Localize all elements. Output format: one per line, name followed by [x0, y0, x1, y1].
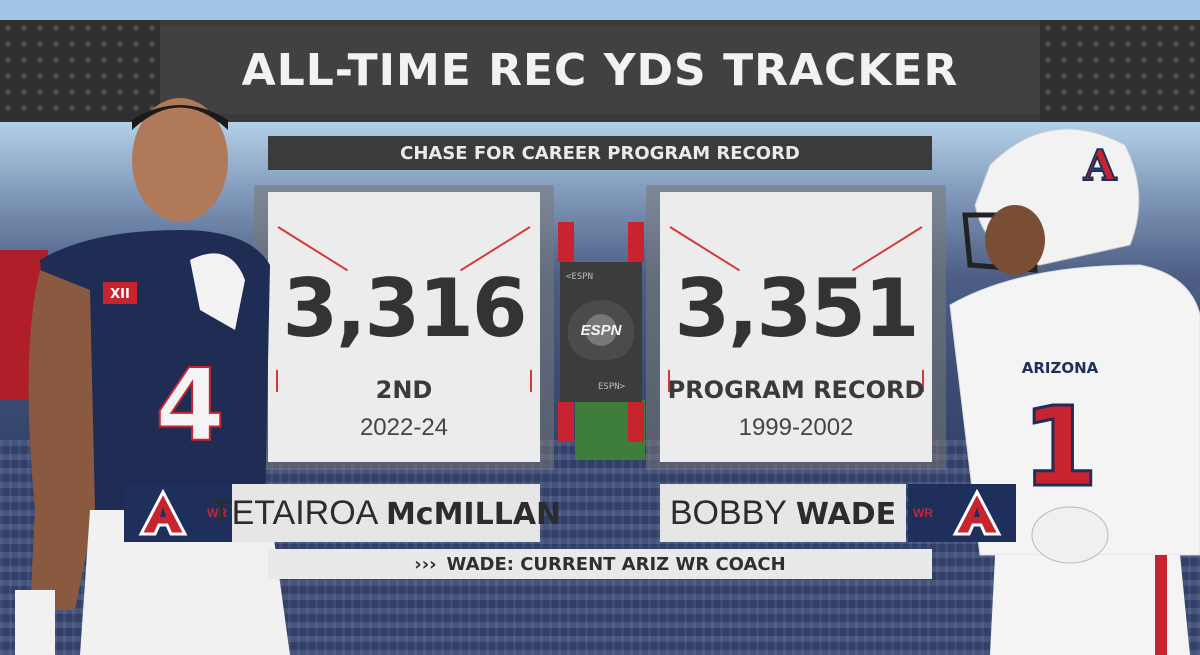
title-panel: ALL-TIME REC YDS TRACKER	[160, 26, 1040, 114]
player-face	[985, 205, 1045, 275]
player-glove	[190, 253, 245, 330]
left-years: 2022-24	[359, 414, 449, 441]
note-bar: ››› WADE: CURRENT ARIZ WR COACH	[268, 549, 932, 579]
decor-tick	[276, 370, 278, 392]
player-pants	[990, 555, 1190, 655]
right-position: WR	[913, 506, 933, 520]
arizona-a-icon	[138, 489, 188, 536]
left-stat-card: 3,316 2ND 2022-24	[268, 192, 540, 462]
player-glove	[1031, 506, 1109, 564]
right-nameplate: BOBBY WADE	[660, 484, 906, 542]
player-glove-lower	[15, 590, 55, 655]
right-rank: PROGRAM RECORD	[667, 376, 925, 404]
red-accent	[558, 402, 574, 442]
espn-small-bottom: ESPN>	[598, 382, 626, 392]
left-last-name: McMILLAN	[385, 496, 562, 532]
left-nameplate: TETAIROA McMILLAN	[211, 484, 561, 542]
player-hair	[132, 105, 228, 130]
left-player-name: TETAIROA McMILLAN	[211, 494, 561, 533]
arizona-logo-left	[124, 484, 202, 542]
decor-tick	[922, 370, 924, 392]
decor-tick	[530, 370, 532, 392]
player-pants	[80, 510, 290, 655]
left-player-photo: 4 XII	[0, 98, 290, 655]
conference-text: XII	[110, 287, 130, 302]
speaker-grille-right	[1040, 20, 1200, 122]
red-accent	[628, 402, 644, 442]
right-last-name: WADE	[795, 496, 897, 532]
conference-patch	[103, 282, 137, 304]
right-first-name: BOBBY	[669, 493, 787, 532]
right-player-name: BOBBY WADE	[670, 494, 896, 533]
speaker-grille-left	[0, 20, 160, 122]
chevron-right-icon: ›››	[414, 553, 437, 575]
graphic-subtitle: CHASE FOR CAREER PROGRAM RECORD	[400, 142, 800, 164]
left-jersey-number: 4	[155, 347, 225, 464]
decor-tick	[668, 370, 670, 392]
pants-stripe	[1155, 555, 1167, 655]
espn-logo-text: ESPN	[580, 321, 622, 339]
espn-small-top: <ESPN	[566, 272, 594, 282]
left-rank: 2ND	[375, 376, 433, 404]
right-position-badge: WR	[908, 484, 938, 542]
red-accent	[628, 222, 644, 262]
player-arm-left	[28, 270, 96, 610]
jersey-team-name: ARIZONA	[1022, 359, 1099, 377]
right-years: 1999-2002	[738, 414, 854, 441]
arizona-logo-right	[938, 484, 1016, 542]
helmet-logo: A	[1083, 141, 1118, 190]
left-position-badge: WR	[202, 484, 232, 542]
graphic-title: ALL-TIME REC YDS TRACKER	[241, 44, 959, 96]
right-stat-card: 3,351 PROGRAM RECORD 1999-2002	[660, 192, 932, 462]
player-jersey	[949, 264, 1200, 556]
red-accent	[558, 222, 574, 262]
right-player-photo: A ARIZONA 1	[949, 128, 1200, 655]
right-jersey-number: 1	[1022, 383, 1099, 511]
subtitle-bar: CHASE FOR CAREER PROGRAM RECORD	[268, 136, 932, 170]
player-head	[132, 98, 228, 222]
right-yards: 3,351	[674, 262, 919, 355]
arizona-a-icon	[952, 489, 1002, 536]
left-yards: 3,316	[282, 262, 527, 355]
note-text: WADE: CURRENT ARIZ WR COACH	[446, 553, 786, 575]
note-text-wrap: ››› WADE: CURRENT ARIZ WR COACH	[414, 554, 785, 575]
left-first-name: TETAIROA	[210, 493, 377, 532]
left-position: WR	[207, 506, 227, 520]
espn-logo: ESPN	[568, 300, 634, 360]
